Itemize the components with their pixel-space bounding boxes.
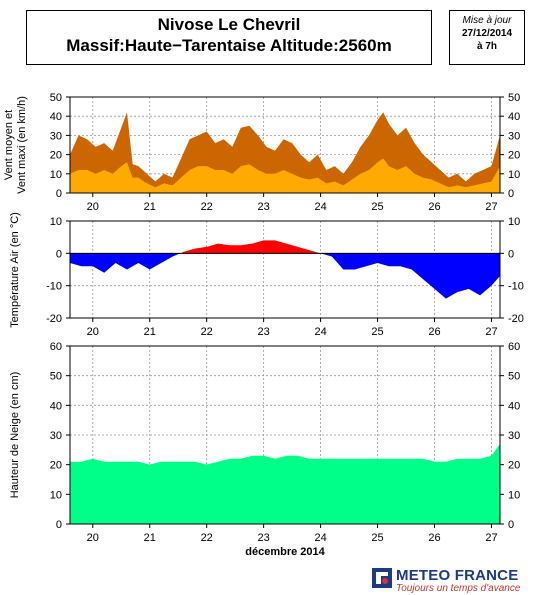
y-tick-label-right: 30 bbox=[508, 430, 520, 442]
x-tick-label: 27 bbox=[485, 532, 497, 544]
x-axis-label: décembre 2014 bbox=[245, 546, 325, 558]
brand-name: METEO FRANCE bbox=[396, 567, 519, 584]
x-tick-label: 20 bbox=[87, 201, 99, 213]
update-box: Mise à jour 27/12/2014 à 7h bbox=[449, 10, 525, 65]
y-tick-label-left: 0 bbox=[56, 188, 62, 200]
y-axis-label: Vent moyen etVent maxi (en km/h) bbox=[3, 96, 28, 194]
charts-svg: 0 0 10 10 20 20 30 30 40 40 50 50 20 21 22 23 24 25 26 27 Ve… bbox=[3, 92, 524, 558]
y-tick-label-left: 40 bbox=[50, 400, 62, 412]
title-box: Nivose Le Chevril Massif:Haute−Tarentais… bbox=[26, 10, 432, 65]
y-tick-label-left: -20 bbox=[46, 313, 62, 325]
y-tick-label-right: 20 bbox=[508, 460, 520, 472]
y-tick-label-right: 40 bbox=[508, 111, 520, 123]
y-tick-label-left: 10 bbox=[50, 489, 62, 501]
y-tick-label-left: 20 bbox=[50, 150, 62, 162]
y-tick-label-right: 50 bbox=[508, 92, 520, 104]
y-tick-label-right: 10 bbox=[508, 216, 520, 228]
x-tick-label: 24 bbox=[314, 532, 326, 544]
y-tick-label-right: 0 bbox=[508, 519, 514, 531]
y-tick-label-left: 10 bbox=[50, 169, 62, 181]
x-tick-label: 25 bbox=[371, 532, 383, 544]
y-tick-label-right: 50 bbox=[508, 371, 520, 383]
y-tick-label-right: -10 bbox=[508, 281, 524, 293]
x-tick-label: 26 bbox=[428, 532, 440, 544]
meteo-france-logo-icon bbox=[372, 568, 392, 588]
x-tick-label: 20 bbox=[87, 326, 99, 338]
y-tick-label-right: 10 bbox=[508, 489, 520, 501]
panel-frame bbox=[69, 220, 501, 319]
x-tick-label: 26 bbox=[428, 201, 440, 213]
chart-title-station: Nivose Le Chevril bbox=[157, 15, 301, 34]
meteo-france-logo: METEO FRANCE Toujours un temps d'avance bbox=[372, 566, 538, 595]
x-tick-label: 21 bbox=[144, 201, 156, 213]
x-tick-label: 23 bbox=[258, 532, 270, 544]
y-tick-label-left: 30 bbox=[50, 130, 62, 142]
temperature-positive-area bbox=[70, 240, 500, 254]
x-tick-label: 25 bbox=[371, 201, 383, 213]
y-tick-label-right: 60 bbox=[508, 341, 520, 353]
y-tick-label-right: 10 bbox=[508, 169, 520, 181]
y-tick-label-left: 50 bbox=[50, 92, 62, 104]
x-tick-label: 21 bbox=[144, 326, 156, 338]
y-tick-label-left: 30 bbox=[50, 430, 62, 442]
y-tick-label-right: 30 bbox=[508, 130, 520, 142]
x-tick-label: 24 bbox=[314, 201, 326, 213]
x-tick-label: 25 bbox=[371, 326, 383, 338]
temperature-negative-area bbox=[70, 253, 500, 299]
x-tick-label: 22 bbox=[201, 326, 213, 338]
y-tick-label-left: 50 bbox=[50, 371, 62, 383]
x-tick-label: 27 bbox=[485, 326, 497, 338]
y-tick-label-left: 20 bbox=[50, 460, 62, 472]
wind-mean-area bbox=[70, 158, 500, 193]
y-tick-label-left: 0 bbox=[56, 519, 62, 531]
x-tick-label: 20 bbox=[87, 532, 99, 544]
chart-title-massif: Massif:Haute−Tarentaise Altitude:2560m bbox=[66, 36, 392, 55]
x-tick-label: 27 bbox=[485, 201, 497, 213]
x-tick-label: 26 bbox=[428, 326, 440, 338]
y-tick-label-right: -20 bbox=[508, 313, 524, 325]
y-axis-label: Hauteur de Neige (en cm) bbox=[9, 372, 21, 499]
brand-slogan: Toujours un temps d'avance bbox=[396, 583, 521, 594]
update-label: Mise à jour bbox=[462, 15, 512, 26]
panel-frame bbox=[69, 96, 501, 194]
y-tick-label-left: -10 bbox=[46, 281, 62, 293]
update-time: à 7h bbox=[476, 41, 497, 52]
y-tick-label-right: 40 bbox=[508, 400, 520, 412]
y-axis-label: Température Air (en °C) bbox=[9, 212, 21, 328]
x-tick-label: 23 bbox=[258, 326, 270, 338]
x-tick-label: 21 bbox=[144, 532, 156, 544]
y-tick-label-right: 0 bbox=[508, 248, 514, 260]
x-tick-label: 23 bbox=[258, 201, 270, 213]
y-tick-label-right: 20 bbox=[508, 150, 520, 162]
y-tick-label-left: 10 bbox=[50, 216, 62, 228]
x-tick-label: 22 bbox=[201, 201, 213, 213]
y-tick-label-left: 60 bbox=[50, 341, 62, 353]
y-tick-label-left: 0 bbox=[56, 248, 62, 260]
update-date: 27/12/2014 bbox=[461, 28, 513, 39]
y-tick-label-left: 40 bbox=[50, 111, 62, 123]
x-tick-label: 22 bbox=[201, 532, 213, 544]
x-tick-label: 24 bbox=[314, 326, 326, 338]
y-tick-label-right: 0 bbox=[508, 188, 514, 200]
snow-depth-area bbox=[70, 443, 500, 524]
